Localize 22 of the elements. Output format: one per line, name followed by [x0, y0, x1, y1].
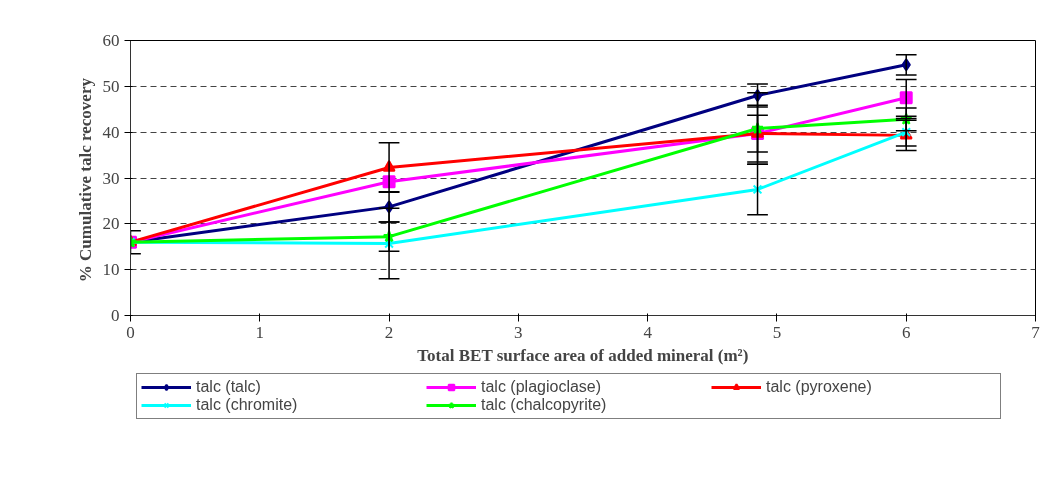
legend-label: talc (chalcopyrite) — [481, 396, 608, 414]
y-tick-label: 10 — [102, 260, 120, 280]
legend-label: talc (plagioclase) — [481, 378, 603, 396]
legend-label: talc (talc) — [196, 378, 262, 396]
legend-label: talc (chromite) — [196, 396, 299, 414]
x-tick-label: 3 — [514, 322, 523, 342]
y-axis-title: % Cumulative talc recovery — [75, 77, 95, 283]
legend-label: talc (pyroxene) — [766, 378, 873, 396]
x-axis-title: Total BET surface area of added mineral (m²) — [417, 345, 749, 365]
y-tick-label: 30 — [102, 168, 120, 188]
y-tick-label: 0 — [111, 306, 120, 325]
y-tick-label: 20 — [102, 214, 120, 234]
x-tick-label: 6 — [901, 322, 911, 342]
x-tick-label: 4 — [643, 322, 653, 342]
x-tick-label: 2 — [384, 322, 394, 342]
y-tick-label: 40 — [102, 122, 120, 142]
y-tick-label: 50 — [102, 76, 120, 96]
x-tick-label: 5 — [772, 322, 782, 342]
x-tick-label: 7 — [1031, 322, 1041, 342]
x-tick-label: 1 — [255, 322, 265, 342]
y-tick-label: 60 — [102, 31, 120, 50]
x-tick-label: 0 — [126, 322, 135, 342]
